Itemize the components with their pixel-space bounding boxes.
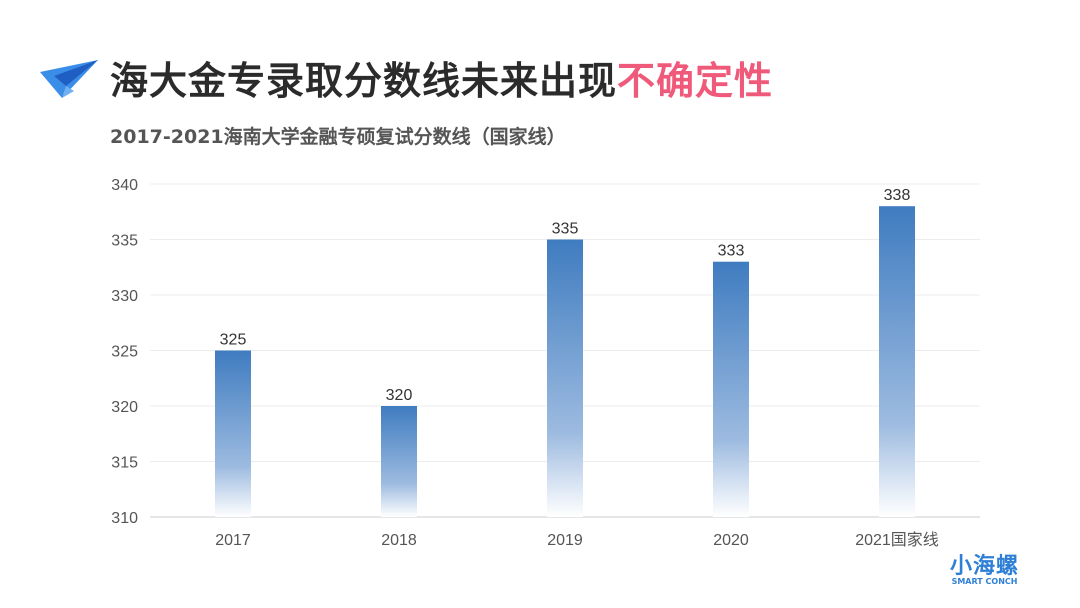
x-tick-label: 2019 (547, 532, 583, 549)
data-label: 338 (884, 187, 911, 204)
y-tick-label: 340 (111, 177, 138, 194)
x-tick-label: 2020 (713, 532, 749, 549)
y-tick-label: 325 (111, 344, 138, 361)
y-tick-label: 315 (111, 455, 138, 472)
data-label: 335 (552, 221, 579, 238)
bar (879, 206, 915, 517)
data-label: 320 (386, 387, 413, 404)
y-tick-label: 320 (111, 399, 138, 416)
bar (713, 261, 749, 517)
logo: 小海螺 SMART CONCH (950, 554, 1020, 586)
data-label: 333 (718, 243, 745, 260)
bar (215, 350, 251, 517)
x-tick-label: 2018 (381, 532, 417, 549)
data-label: 325 (220, 332, 247, 349)
chart-title: 2017-2021海南大学金融专硕复试分数线（国家线） (110, 126, 566, 148)
page-title: 海大金专录取分数线未来出现不确定性 (110, 59, 774, 103)
x-tick-label: 2017 (215, 532, 251, 549)
title-highlight: 不确定性 (617, 59, 774, 103)
y-tick-label: 335 (111, 233, 138, 250)
bar (547, 239, 583, 517)
paper-plane-icon (40, 60, 98, 98)
y-tick-label: 330 (111, 288, 138, 305)
x-tick-label: 2021国家线 (855, 531, 939, 549)
y-tick-label: 310 (111, 510, 138, 527)
bar (381, 406, 417, 517)
